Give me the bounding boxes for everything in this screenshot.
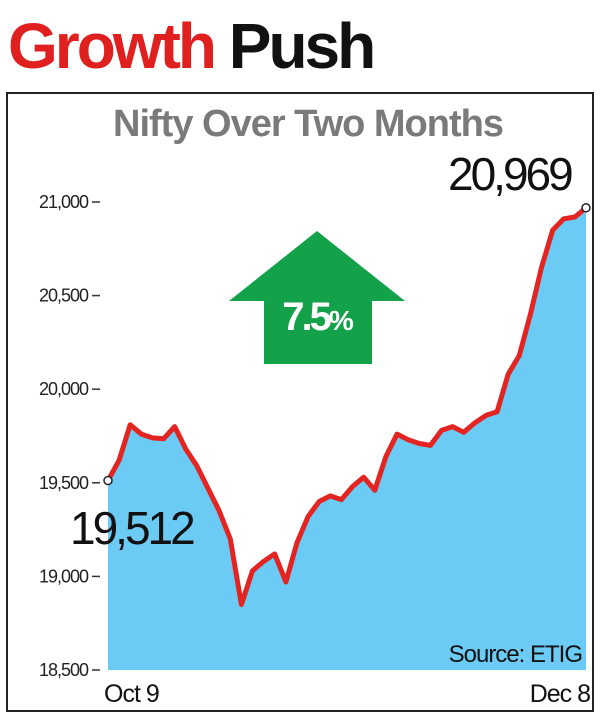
y-axis: 21,000 20,500 20,000 19,500 19,000 18,500	[39, 192, 100, 680]
start-point	[103, 475, 113, 486]
change-percent-value: 7.5	[282, 295, 331, 339]
y-tick-label: 19,500	[39, 473, 89, 493]
headline-word-push: Push	[228, 10, 376, 82]
change-percent-unit: %	[329, 305, 354, 336]
end-value-label: 20,969	[448, 148, 572, 200]
series-line	[105, 205, 589, 607]
headline-word-growth: Growth	[8, 10, 217, 82]
svg-text:7.5%: 7.5%	[282, 295, 354, 339]
chart-frame	[6, 92, 594, 712]
up-arrow-icon: 7.5%	[229, 231, 405, 364]
area-fill	[108, 207, 586, 671]
y-tick-label: 20,000	[39, 379, 89, 399]
x-label-end: Dec 8	[530, 680, 590, 708]
chart-title: Nifty Over Two Months	[113, 103, 503, 145]
x-label-start: Oct 9	[104, 680, 159, 708]
y-tick-label: 19,000	[39, 566, 89, 586]
source-note: Source: ETIG	[449, 641, 582, 668]
y-tick-label: 20,500	[39, 286, 89, 306]
y-tick-label: 21,000	[39, 192, 89, 212]
headline: Growth Push	[8, 8, 376, 84]
start-value-label: 19,512	[70, 502, 194, 554]
y-tick-label: 18,500	[39, 660, 89, 680]
end-point	[581, 203, 591, 213]
